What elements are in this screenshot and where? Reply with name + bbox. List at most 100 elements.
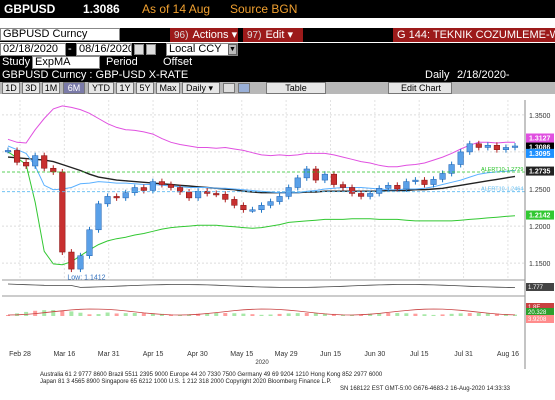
chevron-down-icon[interactable]: ▼ bbox=[228, 44, 237, 55]
indicator-tag bbox=[526, 315, 554, 323]
frequency-select[interactable]: Daily ▾ bbox=[182, 82, 220, 94]
histogram-bar bbox=[277, 313, 282, 316]
start-date-field[interactable]: 02/18/2020 bbox=[0, 43, 66, 56]
histogram-bar bbox=[123, 313, 128, 316]
quote-as-of: As of 14 Aug bbox=[142, 2, 211, 16]
candle-body bbox=[95, 203, 102, 231]
table-button[interactable]: Table bbox=[266, 82, 326, 94]
series-line-upper-band bbox=[7, 105, 515, 168]
security-band: GBPUSD Curncy : GBP-USD X-RATE Daily 2/1… bbox=[0, 69, 555, 94]
histogram-bar bbox=[458, 313, 463, 316]
candle-body bbox=[394, 185, 401, 190]
price-tag bbox=[526, 148, 554, 158]
candle-body bbox=[339, 184, 347, 188]
alert-label: ALERT10-1.2464 bbox=[481, 187, 523, 193]
alert-lines: ALERT10-1.2729 ALERT10-1.2464 bbox=[2, 167, 525, 193]
candle-body bbox=[439, 173, 446, 180]
period-button-1m[interactable]: 1M bbox=[42, 82, 60, 94]
edit-number: 97) bbox=[247, 30, 262, 41]
histogram-bar bbox=[69, 311, 74, 316]
histogram-bar bbox=[377, 313, 382, 316]
x-tick-label: Aug 16 bbox=[497, 351, 519, 358]
edit-label: Edit bbox=[265, 29, 285, 41]
candle-body bbox=[358, 193, 365, 197]
indicator-tag bbox=[526, 303, 554, 311]
price-chart[interactable]: Low: 1.1412 ALERT10-1.2729 ALERT10-1.2464… bbox=[0, 94, 555, 400]
series-line-expma-60 bbox=[7, 156, 516, 194]
histogram-bar bbox=[232, 313, 237, 316]
histogram-bar bbox=[386, 313, 391, 316]
histogram-bar bbox=[485, 313, 490, 316]
period-button-5y[interactable]: 5Y bbox=[136, 82, 154, 94]
x-tick-label: Jun 30 bbox=[364, 351, 385, 358]
chart-area[interactable]: Low: 1.1412 ALERT10-1.2729 ALERT10-1.2464… bbox=[0, 94, 555, 400]
actions-menu-button[interactable]: 96) Actions ▾ bbox=[170, 28, 238, 42]
period-button-max[interactable]: Max bbox=[156, 82, 180, 94]
x-tick-label: Feb 28 bbox=[9, 351, 31, 358]
histogram-bar bbox=[96, 314, 101, 316]
candle-body bbox=[276, 196, 283, 202]
period-toolbar: 1D 3D 1M 6M YTD 1Y 5Y Max Daily ▾ Table … bbox=[0, 82, 555, 94]
calendar-icon[interactable] bbox=[146, 44, 156, 55]
calendar-icon[interactable] bbox=[134, 44, 144, 55]
histogram-bar bbox=[413, 313, 418, 316]
price-tag-label: 1.3086 bbox=[529, 145, 551, 152]
histogram-bar bbox=[313, 313, 318, 316]
histogram-bar bbox=[404, 313, 409, 316]
histogram-bar bbox=[51, 310, 56, 316]
x-tick-label: Apr 15 bbox=[143, 351, 164, 358]
histogram-bar bbox=[205, 313, 210, 316]
period-button-6m[interactable]: 6M bbox=[63, 82, 85, 94]
candle-body bbox=[104, 196, 111, 205]
study-select[interactable]: ExpMA bbox=[32, 56, 100, 69]
histogram-bar bbox=[24, 311, 29, 316]
security-title: GBPUSD Curncy : GBP-USD X-RATE bbox=[2, 69, 189, 81]
candle-body bbox=[403, 181, 410, 190]
currency-select[interactable]: Local CCY bbox=[166, 43, 238, 56]
candle-body bbox=[448, 164, 455, 174]
candle-body bbox=[457, 151, 464, 165]
histogram-bar bbox=[214, 313, 219, 316]
series-line-middle bbox=[7, 145, 516, 194]
candle-body bbox=[412, 179, 419, 182]
end-date-field[interactable]: 08/16/2020 bbox=[76, 43, 132, 56]
chart-type-icon[interactable] bbox=[238, 83, 250, 93]
chevron-down-icon[interactable]: ▼ bbox=[0, 56, 16, 73]
candle-body bbox=[240, 205, 247, 211]
candle-body bbox=[502, 147, 510, 150]
indicator-tag-label: 20.328 bbox=[528, 310, 547, 316]
chevron-down-icon: ▾ bbox=[231, 29, 238, 41]
histogram-bar bbox=[6, 315, 10, 316]
candle-body bbox=[321, 173, 328, 181]
histogram-bar bbox=[322, 313, 327, 316]
edit-chart-button[interactable]: Edit Chart bbox=[388, 82, 452, 94]
histogram-bar bbox=[105, 312, 110, 316]
candle-body bbox=[158, 181, 165, 185]
histogram-bar bbox=[449, 313, 454, 316]
footer-line-1: Australia 61 2 9777 8600 Brazil 5511 239… bbox=[40, 372, 383, 378]
price-tag-label: 1.2142 bbox=[529, 213, 551, 220]
price-tag-label: 1.3127 bbox=[529, 135, 551, 142]
period-button-3d[interactable]: 3D bbox=[22, 82, 40, 94]
candle-body bbox=[303, 168, 310, 179]
band-frequency: Daily bbox=[425, 69, 450, 81]
edit-menu-button[interactable]: 97) Edit ▾ bbox=[243, 28, 303, 42]
candle-body bbox=[484, 144, 491, 148]
indicator-line bbox=[7, 283, 516, 288]
candle-body bbox=[176, 187, 184, 193]
histogram-bar bbox=[78, 312, 83, 316]
histogram-bar bbox=[331, 313, 336, 316]
year-label: 2020 bbox=[255, 360, 269, 366]
quote-source: Source BGN bbox=[230, 2, 298, 16]
histogram-bar bbox=[141, 313, 146, 316]
period-button-1y[interactable]: 1Y bbox=[116, 82, 134, 94]
candle-body bbox=[294, 177, 301, 188]
histogram-bar bbox=[503, 314, 508, 316]
period-button-1d[interactable]: 1D bbox=[2, 82, 20, 94]
x-tick-label: Jun 15 bbox=[320, 351, 341, 358]
line-style-icon[interactable] bbox=[223, 83, 235, 93]
ticker-field[interactable]: GBPUSD Curncy bbox=[0, 28, 120, 41]
period-button-ytd[interactable]: YTD bbox=[88, 82, 114, 94]
